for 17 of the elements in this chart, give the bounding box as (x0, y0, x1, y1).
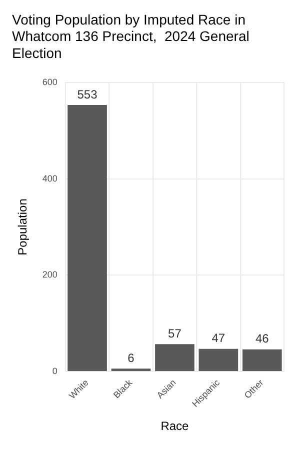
data-label: 47 (212, 331, 226, 346)
bar (155, 344, 194, 372)
y-tick-label: 600 (42, 76, 58, 87)
data-label: 46 (255, 332, 270, 346)
y-tick-label: 400 (42, 173, 58, 184)
y-tick-label: 200 (42, 270, 58, 280)
x-axis-title: Race (160, 419, 190, 434)
bar (198, 348, 238, 372)
bar (242, 349, 282, 372)
y-axis-title: Population (16, 198, 30, 256)
bar (111, 368, 151, 372)
data-label: 57 (168, 326, 182, 340)
bar (68, 105, 107, 372)
chart-title: Voting Population by Imputed Race in Whatcom 136 Precinct, 2024 General Election (12, 11, 250, 61)
y-tick-label: 0 (52, 366, 58, 376)
data-label: 553 (77, 87, 98, 102)
data-label: 6 (128, 350, 135, 365)
